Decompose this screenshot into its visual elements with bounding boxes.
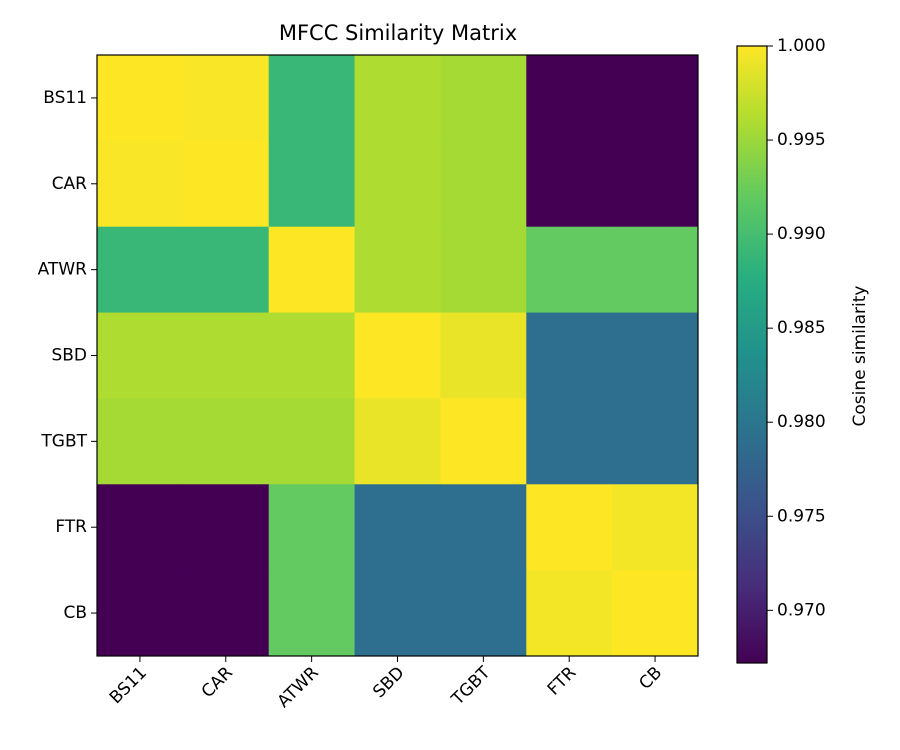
heatmap-cell: [268, 570, 356, 657]
heatmap-cell: [268, 140, 356, 228]
heatmap-cell: [268, 484, 356, 571]
colorbar-tick-label: 0.990: [777, 224, 826, 244]
heatmap-cell: [440, 570, 527, 657]
heatmap-cell: [526, 312, 613, 399]
heatmap-cell: [182, 226, 270, 314]
colorbar-label: Cosine similarity: [850, 286, 870, 427]
x-tick-label: SBD: [369, 663, 408, 702]
colorbar-tick-label: 0.975: [777, 506, 826, 526]
heatmap-cell: [354, 484, 441, 571]
y-tick-label: ATWR: [38, 260, 88, 280]
colorbar: [736, 45, 768, 664]
colorbar-tick-label: 1.000: [777, 36, 826, 56]
x-tick-label: CAR: [198, 663, 237, 702]
colorbar-tick-label: 0.995: [777, 130, 826, 150]
heatmap-cell: [182, 312, 270, 399]
heatmap-cell: [526, 484, 613, 571]
heatmap-cell: [612, 570, 699, 657]
heatmap-cell: [97, 312, 184, 399]
heatmap-cell: [440, 55, 527, 142]
heatmap-cell: [440, 398, 527, 485]
heatmap-cell: [268, 398, 356, 485]
heatmap-cell: [612, 55, 699, 142]
heatmap-cell: [612, 312, 699, 399]
heatmap-cell: [440, 140, 527, 228]
heatmap-cell: [440, 484, 527, 571]
chart-title: MFCC Similarity Matrix: [279, 21, 517, 45]
x-tick-label: CB: [635, 663, 666, 694]
y-tick-label: CAR: [52, 174, 87, 194]
heatmap-cell: [97, 55, 184, 142]
y-tick-label: BS11: [43, 88, 87, 108]
heatmap-cell: [182, 570, 270, 657]
heatmap-cell: [354, 140, 441, 228]
heatmap-cell: [268, 226, 356, 314]
heatmap-cell: [526, 226, 613, 314]
heatmap-cell: [612, 484, 699, 571]
heatmap-cell: [97, 140, 184, 228]
y-tick-label: TGBT: [40, 431, 87, 451]
x-tick-label: BS11: [106, 663, 151, 708]
heatmap-cell: [612, 140, 699, 228]
heatmap-cell: [268, 312, 356, 399]
y-tick-label: SBD: [51, 346, 87, 366]
x-tick-label: TGBT: [447, 662, 495, 710]
heatmap-cell: [182, 55, 270, 142]
x-tick-label: ATWR: [274, 663, 323, 712]
heatmap-cell: [182, 140, 270, 228]
heatmap-cell: [354, 570, 441, 657]
heatmap-cell: [612, 398, 699, 485]
heatmap-cell: [354, 312, 441, 399]
colorbar-tick-label: 0.980: [777, 412, 826, 432]
x-tick-label: FTR: [544, 663, 581, 700]
heatmap-cell: [354, 55, 441, 142]
heatmap-cell: [97, 484, 184, 571]
heatmap-cell: [440, 226, 527, 314]
heatmap-cell: [526, 570, 613, 657]
colorbar-tick-label: 0.970: [777, 600, 826, 620]
heatmap-cell: [612, 226, 699, 314]
heatmap-cell: [268, 55, 356, 142]
heatmap-cell: [354, 398, 441, 485]
heatmap-cell: [182, 398, 270, 485]
heatmap-cell: [526, 140, 613, 228]
heatmap-cell: [354, 226, 441, 314]
heatmap-cell: [97, 570, 184, 657]
colorbar-tick-label: 0.985: [777, 318, 826, 338]
heatmap-cell: [182, 484, 270, 571]
heatmap-cell: [97, 398, 184, 485]
y-tick-label: FTR: [55, 517, 87, 537]
heatmap-cell: [97, 226, 184, 314]
heatmap-cell: [526, 398, 613, 485]
heatmap-cell: [440, 312, 527, 399]
heatmap-cell: [526, 55, 613, 142]
y-tick-label: CB: [63, 603, 87, 623]
